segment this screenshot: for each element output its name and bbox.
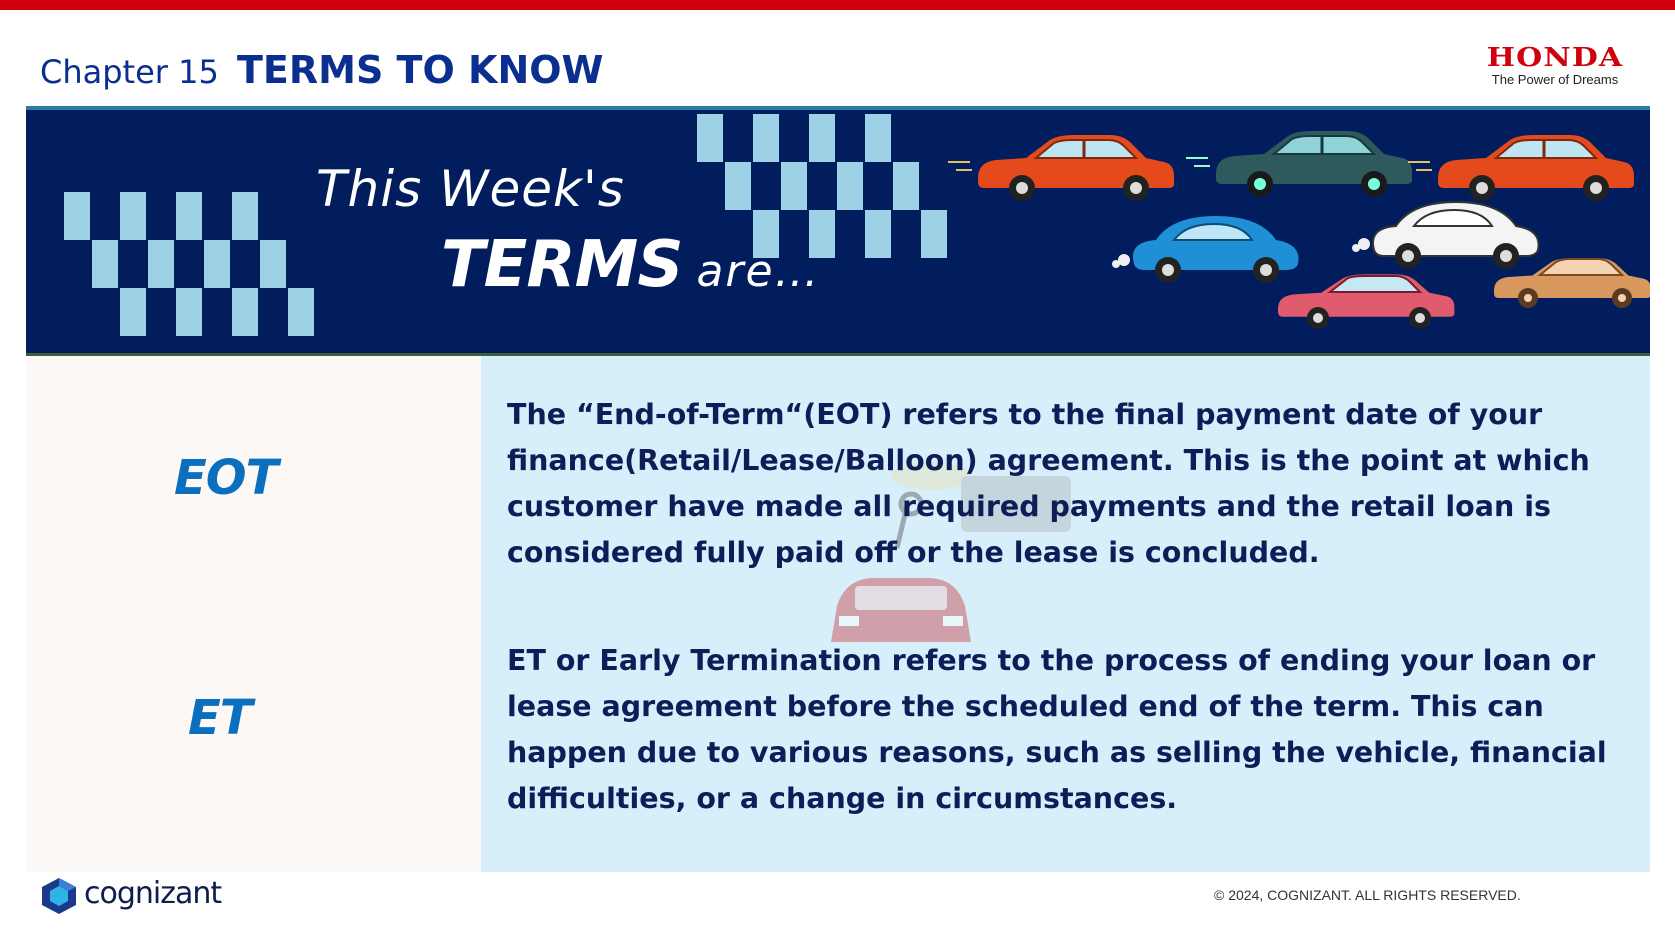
cars-illustration [948, 131, 1650, 329]
banner-terms-are: TERMS are… [441, 228, 821, 302]
chapter-label: Chapter 15 [40, 53, 219, 91]
honda-wordmark: HONDA [1486, 43, 1624, 73]
honda-tagline: The Power of Dreams [1491, 72, 1619, 87]
car-tan [1494, 258, 1650, 308]
copyright-notice: © 2024, COGNIZANT. ALL RIGHTS RESERVED. [1214, 887, 1521, 903]
term-et: ET [188, 690, 253, 746]
car-key-watermark-icon [831, 462, 1071, 642]
top-accent-bar [0, 0, 1675, 10]
banner-this-week: This Week's [316, 160, 625, 218]
terms-column: EOT ET [26, 356, 481, 872]
banner-terms-word: TERMS [441, 228, 683, 302]
cognizant-mark-icon [42, 878, 76, 914]
car-white-bug [1352, 201, 1540, 269]
title-text: TERMS TO KNOW [237, 48, 604, 92]
weekly-terms-banner: This Week's TERMS are… [26, 106, 1650, 356]
car-blue-bug [1112, 216, 1299, 283]
car-pink [1278, 274, 1455, 329]
term-eot: EOT [174, 450, 278, 506]
honda-logo: HONDA The Power of Dreams [1470, 44, 1640, 88]
definition-et: ET or Early Termination refers to the pr… [507, 644, 1607, 815]
car-orange-2 [1408, 135, 1634, 201]
cognizant-wordmark: cognizant [84, 876, 222, 911]
slide-title: Chapter 15 TERMS TO KNOW [40, 48, 603, 92]
definition-eot: The “End-of-Term“(EOT) refers to the fin… [507, 398, 1590, 569]
banner-are-word: are… [696, 246, 821, 297]
car-teal [1186, 131, 1412, 197]
definitions-column: The “End-of-Term“(EOT) refers to the fin… [481, 356, 1650, 872]
car-orange-1 [948, 135, 1174, 201]
cognizant-logo: cognizant [38, 876, 222, 916]
